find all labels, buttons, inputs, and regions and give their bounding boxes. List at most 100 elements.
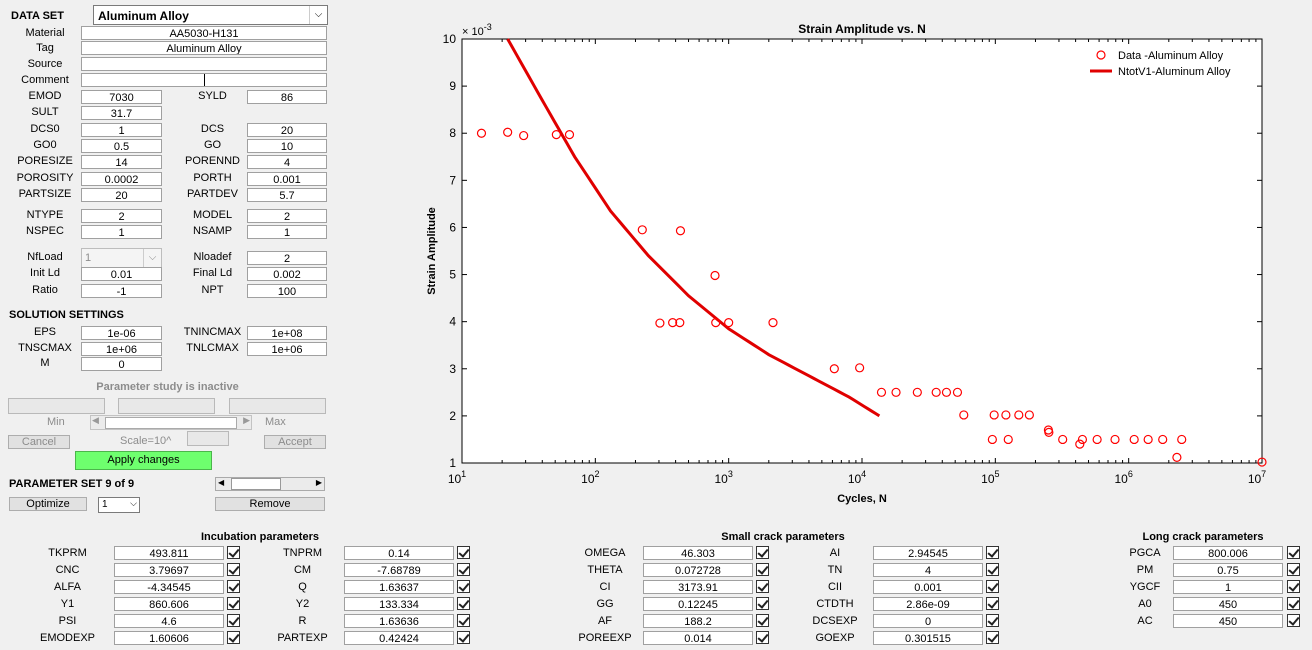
param-field[interactable]: 2 bbox=[81, 209, 162, 223]
solution-field[interactable]: 1e+06 bbox=[247, 342, 327, 356]
incubation-param-checkbox[interactable] bbox=[227, 597, 240, 610]
small-param-field[interactable]: 0.072728 bbox=[643, 563, 753, 577]
param-field[interactable]: 2 bbox=[247, 209, 327, 223]
incubation-param-checkbox[interactable] bbox=[457, 631, 470, 644]
param-field[interactable]: 86 bbox=[247, 90, 327, 104]
dataset-row-field[interactable]: Aluminum Alloy bbox=[81, 41, 327, 55]
small-param-field[interactable]: 0.301515 bbox=[873, 631, 983, 645]
small-param-checkbox[interactable] bbox=[756, 597, 769, 610]
small-param-checkbox[interactable] bbox=[756, 614, 769, 627]
small-param-checkbox[interactable] bbox=[756, 631, 769, 644]
long-param-field[interactable]: 800.006 bbox=[1173, 546, 1283, 560]
param-field[interactable]: 1 bbox=[247, 225, 327, 239]
small-param-checkbox[interactable] bbox=[986, 631, 999, 644]
small-param-field[interactable]: 0.12245 bbox=[643, 597, 753, 611]
param-field[interactable]: 7030 bbox=[81, 90, 162, 104]
incubation-param-checkbox[interactable] bbox=[227, 631, 240, 644]
small-param-field[interactable]: 0.014 bbox=[643, 631, 753, 645]
optimize-button[interactable]: Optimize bbox=[9, 497, 87, 511]
solution-field[interactable]: 1e+08 bbox=[247, 326, 327, 340]
small-param-checkbox[interactable] bbox=[756, 546, 769, 559]
remove-button[interactable]: Remove bbox=[215, 497, 325, 511]
parameter-set-select[interactable]: 1 ⌵ bbox=[98, 497, 140, 513]
long-param-field[interactable]: 1 bbox=[1173, 580, 1283, 594]
param-field[interactable]: 1 bbox=[81, 123, 162, 137]
param-field[interactable]: 5.7 bbox=[247, 188, 327, 202]
small-param-checkbox[interactable] bbox=[986, 614, 999, 627]
cancel-button[interactable]: Cancel bbox=[8, 435, 70, 449]
load-field[interactable]: 0.01 bbox=[81, 267, 162, 281]
dataset-row-field[interactable] bbox=[81, 57, 327, 71]
param-field[interactable]: 20 bbox=[81, 188, 162, 202]
incubation-param-checkbox[interactable] bbox=[457, 580, 470, 593]
incubation-param-checkbox[interactable] bbox=[457, 597, 470, 610]
small-param-checkbox[interactable] bbox=[986, 563, 999, 576]
long-param-field[interactable]: 0.75 bbox=[1173, 563, 1283, 577]
small-param-field[interactable]: 2.86e-09 bbox=[873, 597, 983, 611]
small-param-field[interactable]: 4 bbox=[873, 563, 983, 577]
incubation-param-field[interactable]: 0.14 bbox=[344, 546, 454, 560]
dataset-row-field[interactable]: AA5030-H131 bbox=[81, 26, 327, 40]
param-field[interactable]: 31.7 bbox=[81, 106, 162, 120]
incubation-param-field[interactable]: 133.334 bbox=[344, 597, 454, 611]
incubation-param-field[interactable]: 4.6 bbox=[114, 614, 224, 628]
small-param-checkbox[interactable] bbox=[986, 597, 999, 610]
param-field[interactable]: 1 bbox=[81, 225, 162, 239]
small-param-field[interactable]: 188.2 bbox=[643, 614, 753, 628]
incubation-param-field[interactable]: -4.34545 bbox=[114, 580, 224, 594]
solution-field[interactable]: 1e+06 bbox=[81, 342, 162, 356]
data-set-dropdown[interactable]: Aluminum Alloy ⌵ bbox=[93, 5, 328, 25]
long-param-checkbox[interactable] bbox=[1287, 597, 1300, 610]
param-field[interactable]: 0.5 bbox=[81, 139, 162, 153]
small-param-field[interactable]: 0 bbox=[873, 614, 983, 628]
parameter-set-slider-thumb[interactable] bbox=[231, 478, 281, 490]
incubation-param-field[interactable]: 1.60606 bbox=[114, 631, 224, 645]
incubation-param-field[interactable]: 860.606 bbox=[114, 597, 224, 611]
small-param-field[interactable]: 46.303 bbox=[643, 546, 753, 560]
incubation-param-checkbox[interactable] bbox=[457, 546, 470, 559]
accept-button[interactable]: Accept bbox=[264, 435, 326, 449]
small-param-checkbox[interactable] bbox=[986, 580, 999, 593]
load-field[interactable]: -1 bbox=[81, 284, 162, 298]
incubation-param-checkbox[interactable] bbox=[227, 580, 240, 593]
load-field[interactable]: 2 bbox=[247, 251, 327, 265]
incubation-param-field[interactable]: 493.811 bbox=[114, 546, 224, 560]
incubation-param-field[interactable]: 1.63636 bbox=[344, 614, 454, 628]
load-field[interactable]: 0.002 bbox=[247, 267, 327, 281]
long-param-checkbox[interactable] bbox=[1287, 614, 1300, 627]
incubation-param-checkbox[interactable] bbox=[227, 563, 240, 576]
small-param-checkbox[interactable] bbox=[756, 563, 769, 576]
small-param-field[interactable]: 0.001 bbox=[873, 580, 983, 594]
arrow-right-icon[interactable]: ▶ bbox=[315, 478, 322, 487]
long-param-checkbox[interactable] bbox=[1287, 580, 1300, 593]
param-field[interactable]: 4 bbox=[247, 155, 327, 169]
small-param-field[interactable]: 3173.91 bbox=[643, 580, 753, 594]
incubation-param-field[interactable]: -7.68789 bbox=[344, 563, 454, 577]
small-param-checkbox[interactable] bbox=[986, 546, 999, 559]
incubation-param-field[interactable]: 0.42424 bbox=[344, 631, 454, 645]
long-param-field[interactable]: 450 bbox=[1173, 597, 1283, 611]
incubation-param-checkbox[interactable] bbox=[457, 614, 470, 627]
long-param-checkbox[interactable] bbox=[1287, 546, 1300, 559]
apply-changes-button[interactable]: Apply changes bbox=[75, 451, 212, 470]
parameter-set-slider[interactable]: ◀ ▶ bbox=[215, 477, 325, 491]
incubation-param-field[interactable]: 3.79697 bbox=[114, 563, 224, 577]
param-field[interactable]: 14 bbox=[81, 155, 162, 169]
small-param-field[interactable]: 2.94545 bbox=[873, 546, 983, 560]
param-field[interactable]: 20 bbox=[247, 123, 327, 137]
param-field[interactable]: 10 bbox=[247, 139, 327, 153]
load-field[interactable]: 100 bbox=[247, 284, 327, 298]
incubation-param-checkbox[interactable] bbox=[457, 563, 470, 576]
solution-field[interactable]: 1e-06 bbox=[81, 326, 162, 340]
small-param-checkbox[interactable] bbox=[756, 580, 769, 593]
solution-field[interactable]: 0 bbox=[81, 357, 162, 371]
incubation-param-checkbox[interactable] bbox=[227, 614, 240, 627]
long-param-checkbox[interactable] bbox=[1287, 563, 1300, 576]
incubation-param-checkbox[interactable] bbox=[227, 546, 240, 559]
param-field[interactable]: 0.001 bbox=[247, 172, 327, 186]
long-param-field[interactable]: 450 bbox=[1173, 614, 1283, 628]
arrow-left-icon[interactable]: ◀ bbox=[218, 478, 225, 487]
param-field[interactable]: 0.0002 bbox=[81, 172, 162, 186]
long-param-label: YGCF bbox=[1129, 581, 1161, 593]
incubation-param-field[interactable]: 1.63637 bbox=[344, 580, 454, 594]
